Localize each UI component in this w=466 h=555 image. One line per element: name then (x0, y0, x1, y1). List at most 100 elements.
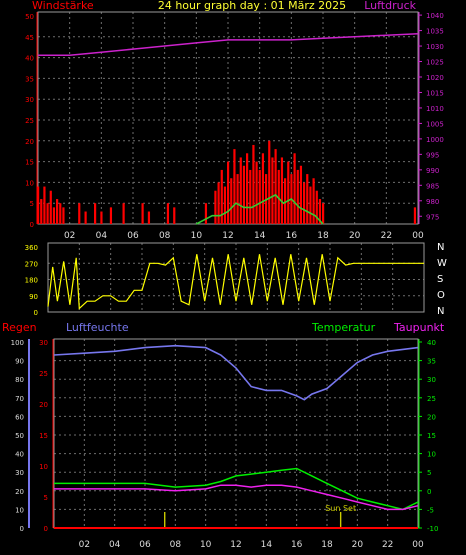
wind-bar (322, 203, 325, 224)
wind-tick-label: 35 (25, 75, 34, 83)
x-tick-label: 20 (352, 540, 364, 550)
wind-bar (214, 190, 217, 224)
x-tick-label: 04 (96, 231, 108, 241)
temperature-tick-label: 0 (427, 488, 431, 496)
humidity-tick-label: 90 (15, 358, 24, 366)
x-tick-label: 12 (222, 231, 233, 241)
wind-bar (40, 199, 43, 224)
pressure-tick-label: 980 (426, 198, 439, 206)
x-tick-label: 22 (382, 540, 393, 550)
wind-bar (315, 190, 318, 224)
wind-tick-label: 0 (30, 221, 34, 229)
x-tick-label: 12 (230, 540, 241, 550)
direction-tick-label: 0 (34, 309, 38, 317)
temperature-tick-label: 40 (427, 339, 436, 347)
wind-bar (318, 199, 322, 224)
dewpoint-axis-label: Taupunkt (393, 321, 445, 334)
wind-bar (173, 207, 176, 224)
humidity-tick-label: 80 (15, 376, 24, 384)
wind-bar (236, 174, 239, 224)
direction-tick-label: 270 (25, 260, 38, 268)
wind-avg-line (195, 193, 324, 225)
wind-bar (312, 178, 315, 224)
temperature-tick-label: 20 (427, 413, 436, 421)
wind-bar (306, 174, 309, 224)
wind-bar (258, 169, 261, 224)
wind-bar (227, 161, 230, 224)
temperature-tick-label: 30 (427, 376, 436, 384)
wind-bar (287, 161, 290, 224)
wind-bar (274, 149, 277, 224)
humidity-tick-label: 10 (15, 506, 24, 514)
wind-bar (49, 190, 52, 224)
x-tick-label: 02 (79, 540, 90, 550)
wind-pressure-panel: 02 04 06 08 10 12 14 16 18 20 22 000510152025303540… (25, 11, 444, 241)
wind-bar (249, 169, 252, 224)
wind-bar (280, 157, 284, 224)
wind-bar (56, 199, 59, 224)
x-tick-label: 14 (261, 540, 273, 550)
temperature-line (54, 467, 419, 511)
compass-label: W (437, 258, 447, 269)
x-tick-label: 00 (412, 540, 424, 550)
temperature-tick-label: -5 (427, 506, 434, 514)
wind-axis-label: Windstärke (32, 0, 94, 12)
wind-bar (303, 182, 306, 224)
pressure-axis-label: Luftdruck (364, 0, 416, 12)
rain-tick-label: 10 (39, 463, 48, 471)
compass-label: S (437, 274, 443, 285)
x-tick-label: 20 (349, 231, 361, 241)
wind-tick-label: 20 (25, 138, 34, 146)
wind-bar (100, 211, 103, 224)
wind-bar (271, 157, 274, 224)
pressure-tick-label: 1035 (426, 28, 444, 36)
wind-bar (413, 207, 417, 224)
wind-bar (62, 207, 65, 224)
wind-bar (43, 186, 46, 224)
pressure-tick-label: 1015 (426, 89, 444, 97)
wind-bar (230, 178, 233, 224)
wind-bar (122, 203, 125, 224)
compass-label: N (437, 242, 444, 253)
rain-tick-label: 30 (39, 339, 48, 347)
pressure-tick-label: 985 (426, 182, 439, 190)
wind-bar (261, 153, 265, 224)
wind-bar (299, 165, 303, 224)
wind-bar (268, 140, 271, 224)
x-tick-label: 14 (254, 231, 266, 241)
x-tick-label: 06 (127, 231, 139, 241)
x-tick-label: 16 (291, 540, 303, 550)
temperature-tick-label: 35 (427, 358, 436, 366)
x-tick-label: 10 (200, 540, 212, 550)
humidity-tick-label: 100 (11, 339, 24, 347)
temperature-tick-label: -10 (427, 525, 438, 533)
wind-tick-label: 15 (25, 159, 34, 167)
temperature-tick-label: 10 (427, 451, 436, 459)
direction-tick-label: 360 (25, 244, 38, 252)
x-tick-label: 22 (381, 231, 392, 241)
wind-bar (84, 211, 87, 224)
humidity-axis-label: Luftfeuchte (66, 321, 129, 334)
wind-tick-label: 25 (25, 117, 34, 125)
rain-tick-label: 5 (44, 494, 48, 502)
humidity-tick-label: 20 (15, 488, 24, 496)
wind-bar (233, 149, 236, 224)
pressure-tick-label: 1005 (426, 120, 444, 128)
humidity-tick-label: 0 (20, 525, 24, 533)
humidity-tick-label: 70 (15, 395, 24, 403)
wind-bar (217, 182, 220, 224)
pressure-tick-label: 995 (426, 151, 439, 159)
wind-tick-label: 30 (25, 96, 34, 104)
chart-title: 24 hour graph day : 01 März 2025 (158, 0, 346, 12)
wind-bar (293, 153, 296, 224)
x-tick-label: 00 (412, 231, 424, 241)
compass-label: O (437, 290, 445, 301)
wind-bar (255, 161, 258, 224)
humidity-tick-label: 50 (15, 432, 24, 440)
humidity-line (53, 344, 419, 401)
sunset-label: Sun Set (325, 504, 356, 513)
pressure-tick-label: 1020 (426, 74, 444, 82)
wind-tick-label: 45 (25, 34, 34, 42)
wind-direction-line (47, 254, 424, 310)
